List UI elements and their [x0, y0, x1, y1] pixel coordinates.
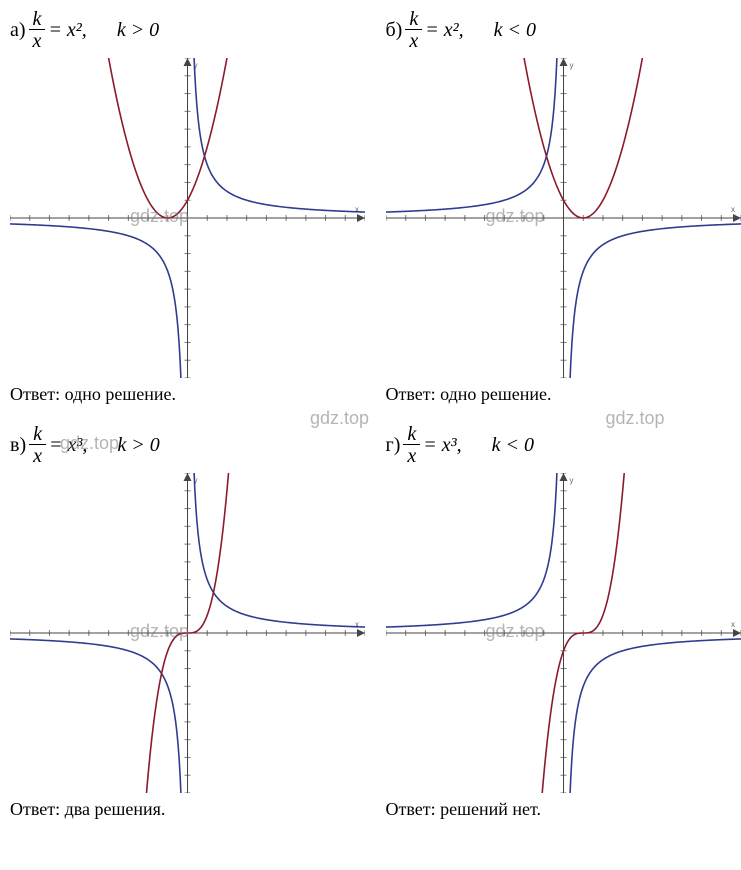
equation: г) kx = x³, k < 0 — [386, 425, 741, 465]
part-label: б) — [386, 19, 403, 42]
numerator: k — [403, 424, 420, 445]
denominator: x — [405, 30, 422, 52]
part-label: а) — [10, 19, 26, 42]
rhs: = x², — [48, 19, 86, 42]
answer-text: Ответ: два решения. — [10, 799, 376, 820]
rhs: = x³, — [49, 434, 87, 457]
denominator: x — [29, 445, 46, 467]
answer-text: Ответ: одно решение. — [386, 384, 741, 405]
rhs: = x³, — [423, 434, 461, 457]
chart: xygdz.top — [386, 58, 741, 378]
svg-text:x: x — [731, 620, 735, 629]
part-label: в) — [10, 434, 26, 457]
condition: k > 0 — [117, 19, 159, 42]
panel-3: г) kx = x³,k < 0xygdz.topgdz.topОтвет: р… — [386, 425, 741, 820]
part-label: г) — [386, 434, 401, 457]
condition: k < 0 — [494, 19, 536, 42]
condition: k < 0 — [492, 434, 534, 457]
svg-text:y: y — [569, 476, 573, 485]
chart: xygdz.topgdz.topgdz.top — [10, 473, 365, 793]
answer-text: Ответ: одно решение. — [10, 384, 376, 405]
answer-text: Ответ: решений нет. — [386, 799, 741, 820]
equation: а) kx = x², k > 0 — [10, 10, 376, 50]
fraction: kx — [29, 424, 46, 467]
svg-text:x: x — [355, 205, 359, 214]
denominator: x — [29, 30, 46, 52]
numerator: k — [405, 9, 422, 30]
condition: k > 0 — [117, 434, 159, 457]
svg-text:x: x — [355, 620, 359, 629]
panel-2: в) kx = x³,k > 0xygdz.topgdz.topgdz.topО… — [10, 425, 376, 820]
panel-0: а) kx = x²,k > 0xygdz.topОтвет: одно реш… — [10, 10, 376, 405]
equation: в) kx = x³, k > 0 — [10, 425, 376, 465]
svg-text:x: x — [731, 205, 735, 214]
numerator: k — [29, 424, 46, 445]
equation: б) kx = x², k < 0 — [386, 10, 741, 50]
fraction: kx — [405, 9, 422, 52]
rhs: = x², — [425, 19, 463, 42]
chart: xygdz.top — [10, 58, 365, 378]
svg-text:y: y — [569, 61, 573, 70]
chart: xygdz.topgdz.top — [386, 473, 741, 793]
numerator: k — [29, 9, 46, 30]
fraction: kx — [403, 424, 420, 467]
panel-1: б) kx = x²,k < 0xygdz.topОтвет: одно реш… — [386, 10, 741, 405]
denominator: x — [403, 445, 420, 467]
fraction: kx — [29, 9, 46, 52]
